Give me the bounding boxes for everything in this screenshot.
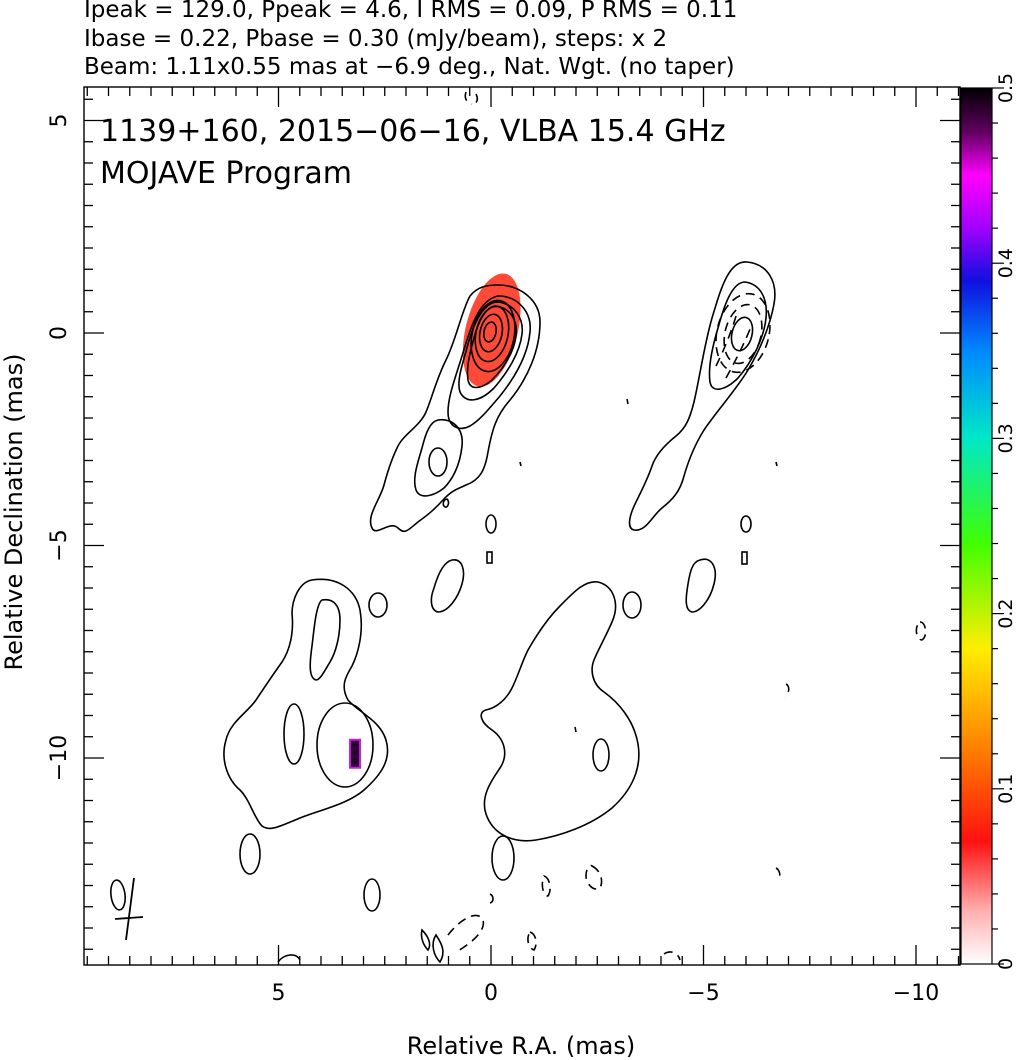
colorbar-tick-label: 0.1 [995,774,1017,804]
pcontour-dash-h [775,867,781,881]
pcontour-dash-b [725,323,753,379]
contour-lobe-inner [309,598,341,681]
program-annotation: MOJAVE Program [100,156,352,191]
plot-frame [83,86,961,966]
y-axis-label: Relative Declination (mas) [0,353,28,670]
contour-jet-1 [413,419,463,497]
contour-small-a [489,893,494,904]
contour-bottom-left-2 [432,933,444,964]
colorbar-ticks: 0 0.1 0.2 0.3 0.4 0.5 [992,73,1017,970]
contour-core-5 [470,299,516,373]
pcontour-outer [628,261,776,531]
contour-dashed-a [447,914,485,953]
contour-lobe-outer [223,578,389,830]
pcontour-dot-d [574,726,577,733]
pcontour-jet-c [740,515,752,533]
contour-lobe-west [283,703,305,765]
x-tick-label: 5 [272,981,286,1006]
pcontour-jet-b [741,551,748,565]
colorbar [960,87,993,965]
contour-jet-knot [428,447,448,477]
y-tick-label: −10 [47,735,72,781]
header-line-1: Ipeak = 129.0, Ppeak = 4.6, I RMS = 0.09… [84,0,737,23]
colorbar-tick-label: 0.2 [995,598,1017,628]
header-line-2: Ibase = 0.22, Pbase = 0.30 (mJy/beam), s… [84,26,667,52]
y-tick-label: −5 [47,529,72,561]
beam-marker [110,877,144,941]
pcontour-dot-c [775,461,778,467]
pcontour-jet [685,558,716,613]
colorbar-tick-label: 0.5 [995,73,1017,103]
contour-core-3 [458,301,523,401]
contour-outer-core [369,284,541,533]
source-annotation: 1139+160, 2015−06−16, VLBA 15.4 GHz [100,114,726,149]
header-line-3: Beam: 1.11x0.55 mas at −6.9 deg., Nat. W… [84,54,735,80]
contour-lobe-south [239,833,261,875]
contour-jet-blob-b [485,514,497,534]
axis-ticks: 5 0 −5 −10 5 0 −5 −10 [47,87,960,1006]
contour-core-7 [478,313,504,353]
contour-bottom-arc [277,954,301,963]
contour-core-6 [474,305,510,363]
pcontour-3 [715,292,771,374]
pcontour-dot-b [519,461,522,467]
x-axis-label: Relative R.A. (mas) [407,1032,635,1060]
contour-lobe-south-2 [363,878,381,912]
pcontour-dash-e [585,864,603,890]
contour-core-2 [447,295,531,430]
pcontour-dash-a [715,315,737,367]
pcontour-lobe [480,581,640,842]
x-tick-label: 0 [484,981,498,1006]
colorbar-tick-label: 0.4 [995,248,1017,278]
pcontour-4 [723,303,763,365]
x-tick-label: −5 [687,981,719,1006]
contour-jet-blob-c [486,551,493,564]
pcontour-dot-a [626,398,629,405]
contour-lobe-knot [316,702,374,788]
x-tick-label: −10 [893,981,939,1006]
contour-jet-blob-d [430,559,465,613]
pcontour-dash-d [783,683,790,697]
pcontour-5 [730,316,754,352]
pcontour-lobe-knot [592,738,610,772]
intensity-contours [223,284,541,964]
y-tick-label: 0 [47,326,72,340]
polarization-patches [349,273,521,769]
pcontour-dash-i [663,951,681,961]
pcontour-top [464,91,479,105]
pcontour-dash-c [915,621,927,641]
contour-core-8 [482,321,498,343]
polarization-contours [464,91,927,961]
contour-bottom-left [420,928,431,952]
contour-jet-blob-a [442,498,450,508]
core-polarization-patch [462,273,521,387]
pcontour-lobe-e [622,591,642,619]
contour-jet-blob-e [368,592,388,618]
pcontour-dash-g [527,931,537,951]
knot-polarization-patch [349,738,361,769]
colorbar-tick-label: 0.3 [995,423,1017,453]
pcontour-dash-f [541,875,551,897]
contour-bottom-blob [491,835,515,881]
y-tick-label: 5 [47,114,72,128]
colorbar-tick-label: 0 [995,958,1017,970]
